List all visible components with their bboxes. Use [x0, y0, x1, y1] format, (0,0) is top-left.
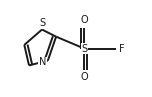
Text: O: O: [81, 15, 88, 25]
Text: S: S: [39, 18, 45, 28]
Text: S: S: [81, 44, 87, 54]
Text: N: N: [39, 57, 46, 67]
Text: F: F: [119, 44, 124, 54]
Text: O: O: [81, 72, 88, 82]
